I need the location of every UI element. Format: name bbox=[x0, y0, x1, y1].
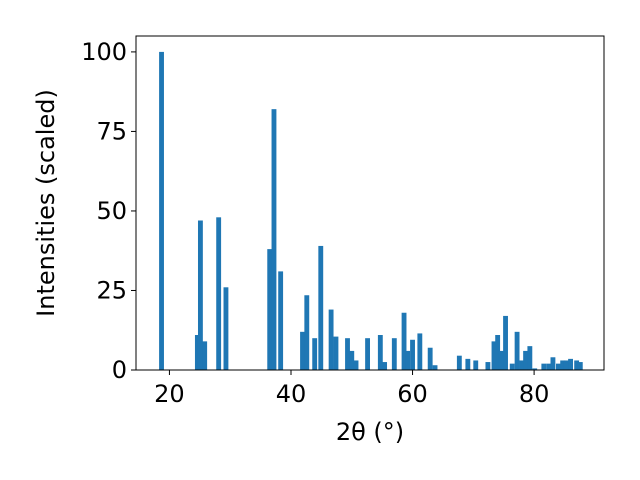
y-axis-ticks: 0 25 50 75 100 bbox=[81, 38, 136, 384]
bar bbox=[391, 338, 397, 370]
x-tick-label: 60 bbox=[397, 380, 428, 408]
x-tick-label: 80 bbox=[519, 380, 550, 408]
bar bbox=[159, 51, 164, 371]
x-axis-ticks: 20 40 60 80 bbox=[154, 370, 549, 408]
bar bbox=[473, 360, 479, 370]
bar bbox=[503, 315, 508, 370]
bar bbox=[491, 341, 497, 370]
bar bbox=[197, 220, 203, 370]
bar bbox=[498, 350, 504, 370]
bar bbox=[432, 365, 438, 370]
bar bbox=[333, 336, 339, 370]
bar bbox=[216, 217, 222, 370]
bar bbox=[550, 357, 556, 370]
bar bbox=[546, 363, 552, 370]
y-tick-label: 25 bbox=[96, 276, 127, 304]
bar bbox=[574, 360, 580, 370]
x-tick-label: 40 bbox=[276, 380, 307, 408]
bar bbox=[509, 363, 515, 370]
bar bbox=[519, 360, 525, 370]
bar bbox=[485, 362, 491, 370]
bar bbox=[318, 245, 324, 370]
x-tick-label: 20 bbox=[154, 380, 185, 408]
bar bbox=[278, 271, 284, 370]
y-tick-label: 100 bbox=[81, 38, 127, 66]
bar bbox=[410, 339, 415, 370]
bar bbox=[349, 350, 355, 370]
bar bbox=[382, 362, 388, 370]
y-tick-label: 0 bbox=[112, 356, 127, 384]
y-tick-label: 50 bbox=[96, 197, 127, 225]
bar bbox=[328, 309, 334, 370]
bar bbox=[353, 360, 359, 370]
bar bbox=[202, 341, 208, 370]
bar bbox=[365, 338, 370, 370]
bar bbox=[514, 331, 520, 370]
plot-frame bbox=[135, 35, 605, 371]
bar bbox=[223, 287, 229, 370]
bar bbox=[300, 331, 305, 370]
bar bbox=[405, 350, 411, 370]
bar bbox=[555, 363, 561, 370]
bar bbox=[304, 295, 310, 370]
bar bbox=[568, 358, 573, 370]
bar bbox=[532, 368, 538, 370]
bar bbox=[401, 312, 407, 370]
bar bbox=[577, 362, 583, 370]
bar bbox=[563, 360, 569, 370]
bars-group bbox=[159, 51, 583, 371]
bar bbox=[541, 363, 547, 370]
bar bbox=[267, 249, 273, 370]
bar bbox=[312, 338, 318, 370]
y-tick-label: 75 bbox=[96, 117, 127, 145]
bar bbox=[377, 335, 383, 370]
bar bbox=[345, 338, 350, 370]
bar bbox=[527, 346, 533, 370]
bar bbox=[560, 360, 566, 370]
bar bbox=[523, 350, 529, 370]
bar bbox=[465, 358, 471, 370]
x-axis-label: 2θ (°) bbox=[336, 418, 404, 446]
bar bbox=[194, 335, 200, 370]
bar bbox=[417, 333, 423, 370]
bar bbox=[456, 355, 462, 370]
y-axis-label: Intensities (scaled) bbox=[32, 89, 60, 317]
bar bbox=[427, 347, 433, 370]
bar bbox=[271, 109, 277, 370]
bar bbox=[495, 335, 501, 370]
